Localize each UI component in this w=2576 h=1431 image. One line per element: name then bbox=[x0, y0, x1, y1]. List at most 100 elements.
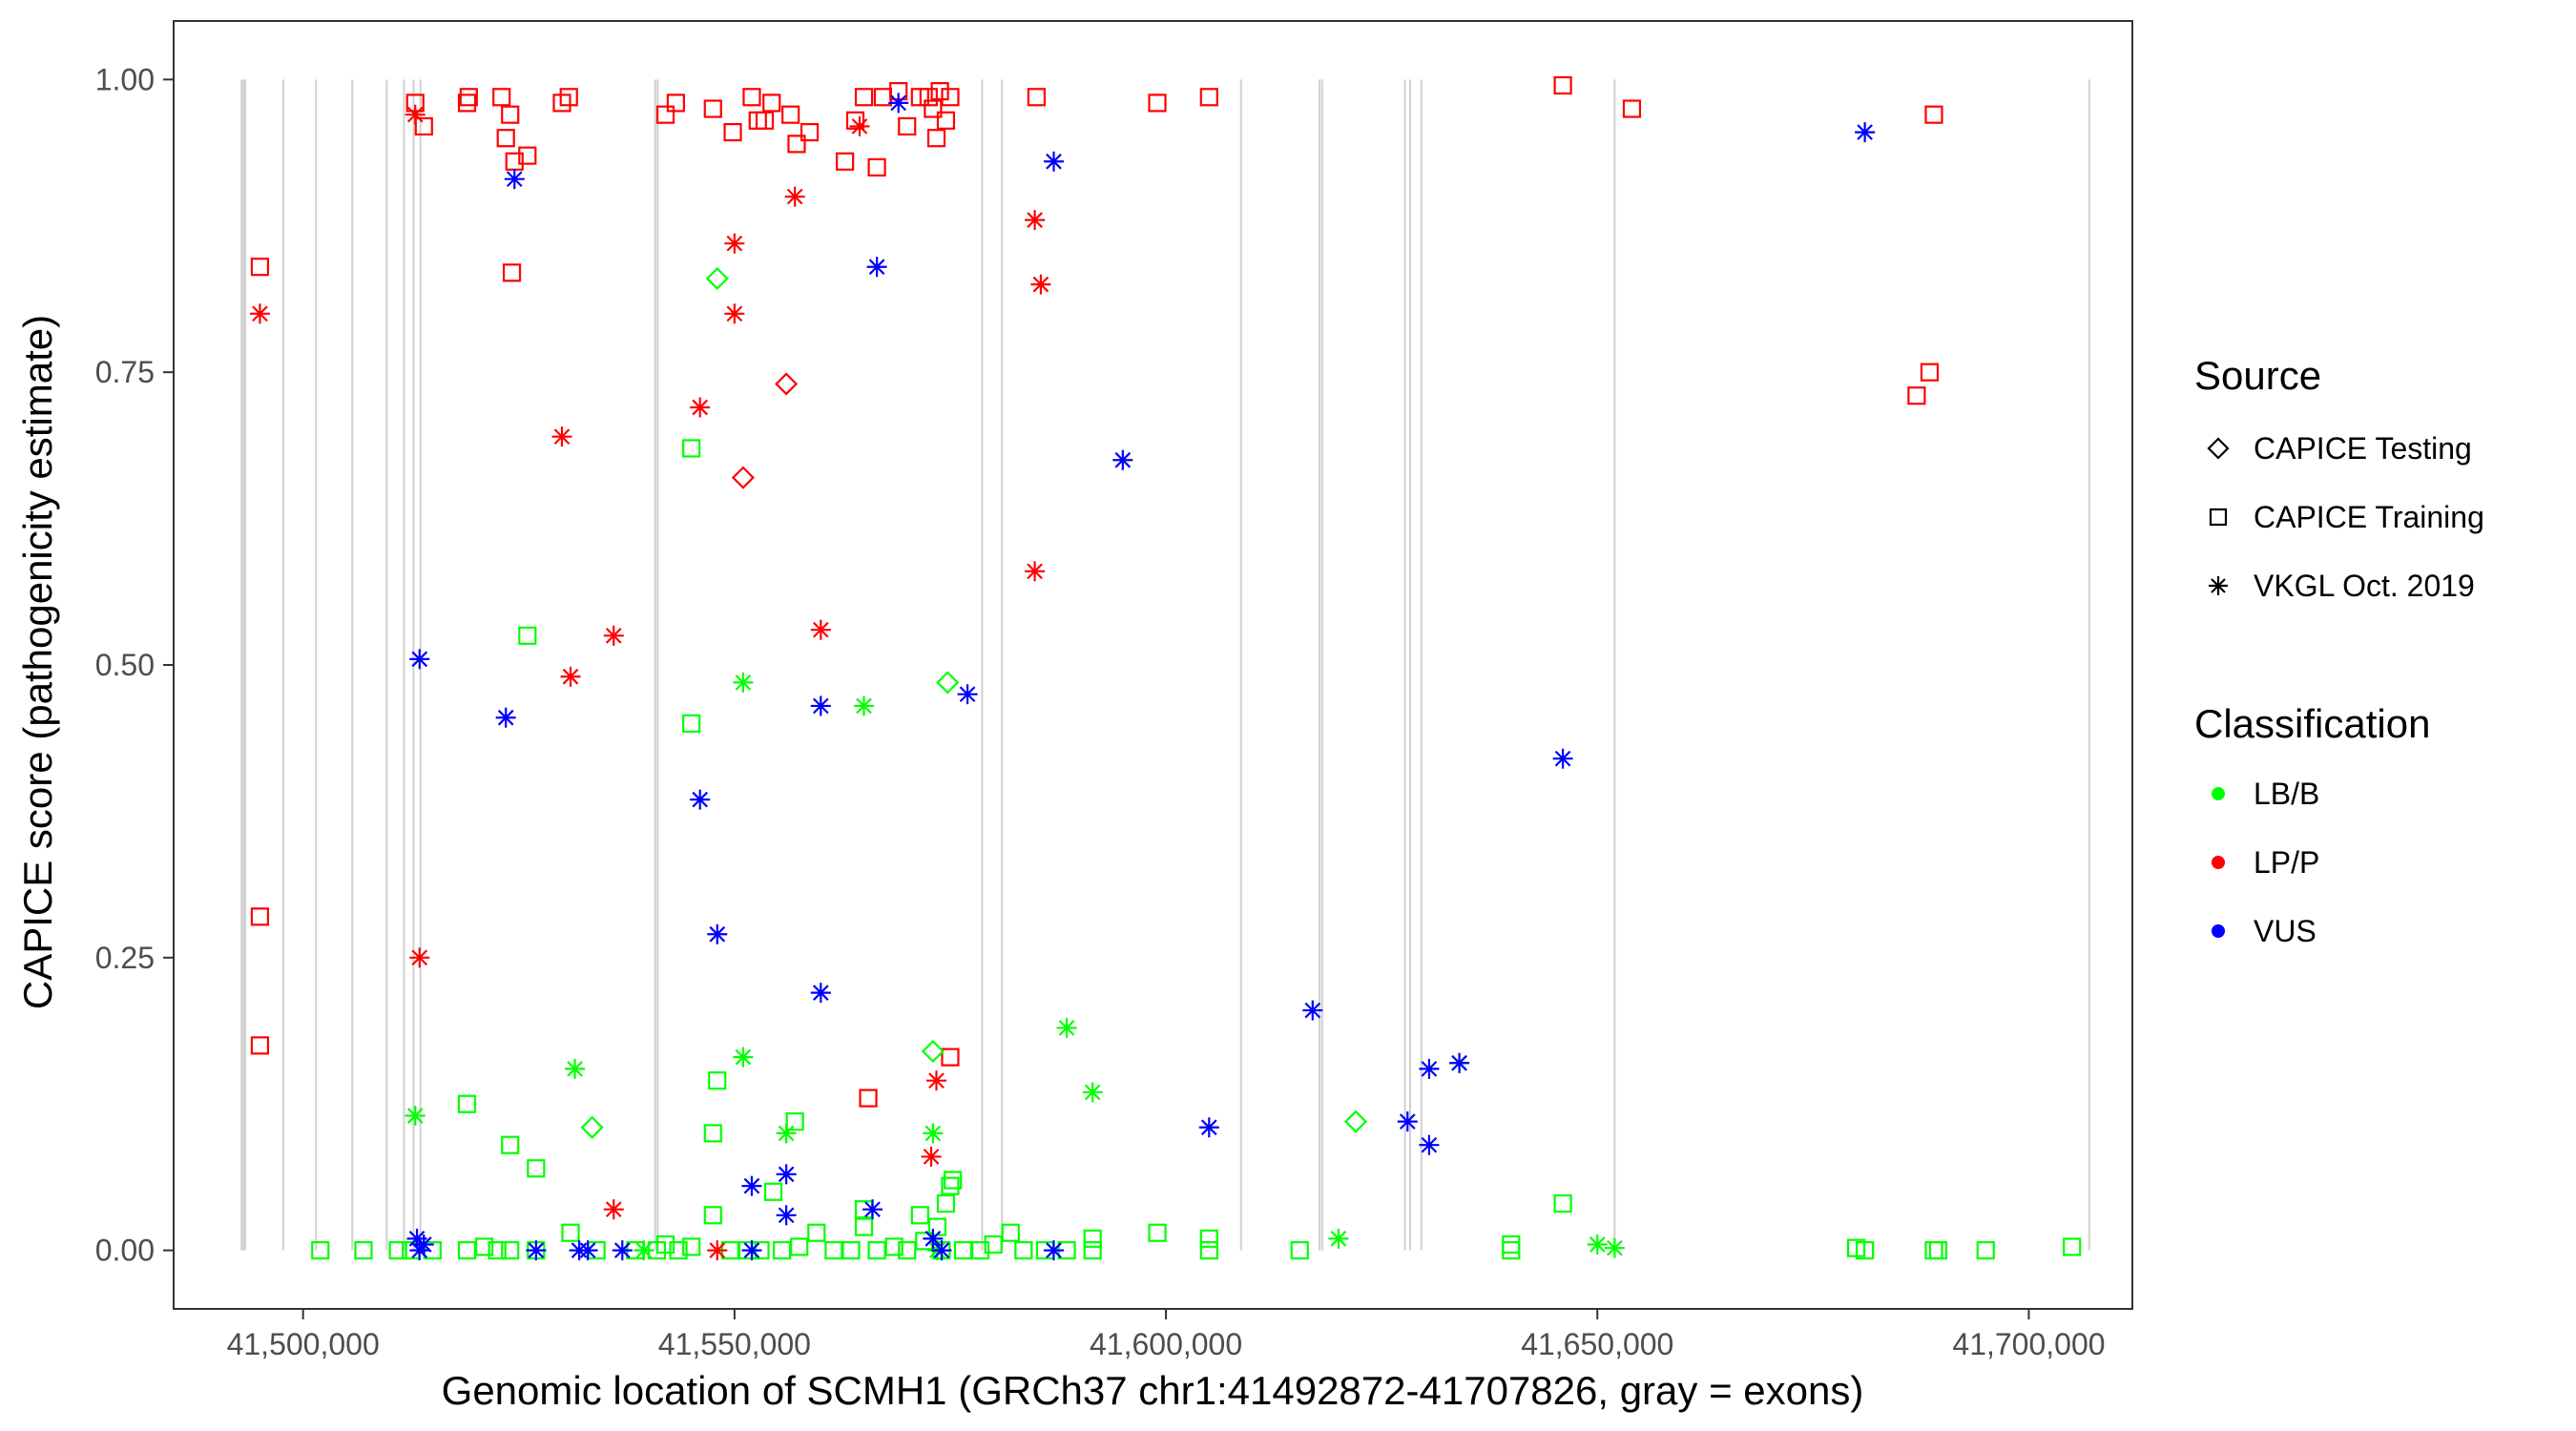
data-point bbox=[953, 1241, 973, 1260]
data-point bbox=[1587, 1234, 1608, 1255]
data-point bbox=[1419, 1058, 1440, 1079]
data-point bbox=[703, 1124, 722, 1143]
data-point bbox=[457, 1094, 477, 1113]
legend-label: VKGL Oct. 2019 bbox=[2254, 568, 2475, 603]
data-point bbox=[249, 303, 270, 324]
data-point bbox=[501, 1241, 520, 1260]
data-point bbox=[810, 619, 831, 640]
data-point bbox=[787, 135, 806, 154]
x-tick-label: 41,500,000 bbox=[227, 1327, 380, 1361]
data-point bbox=[888, 93, 909, 114]
data-point bbox=[495, 707, 516, 728]
data-point bbox=[1043, 1240, 1064, 1261]
y-tick-label: 0.50 bbox=[95, 648, 155, 682]
data-point bbox=[862, 1199, 883, 1220]
data-point bbox=[781, 105, 800, 124]
legend-label: CAPICE Testing bbox=[2254, 430, 2472, 466]
data-point bbox=[311, 1241, 330, 1260]
data-point bbox=[849, 115, 870, 136]
y-axis: 0.00 0.25 0.50 0.75 1.00 bbox=[95, 62, 174, 1268]
data-point bbox=[1083, 1241, 1102, 1260]
data-point bbox=[910, 1206, 929, 1225]
data-point bbox=[682, 714, 701, 733]
data-point bbox=[784, 186, 805, 207]
y-axis-label: CAPICE score (pathogenicity estimate) bbox=[15, 315, 60, 1009]
data-point bbox=[1027, 88, 1047, 107]
data-point bbox=[707, 1240, 728, 1261]
data-point bbox=[705, 266, 729, 291]
data-point bbox=[884, 1237, 904, 1256]
data-point bbox=[703, 99, 722, 118]
data-point bbox=[785, 1112, 804, 1131]
data-point bbox=[733, 672, 754, 693]
data-point bbox=[790, 1237, 809, 1256]
x-tick-label: 41,600,000 bbox=[1090, 1327, 1242, 1361]
data-point bbox=[866, 257, 887, 278]
data-point bbox=[1302, 1000, 1323, 1021]
data-point bbox=[250, 907, 270, 926]
data-point bbox=[2063, 1237, 2082, 1256]
data-point bbox=[941, 88, 960, 107]
y-tick-label: 0.00 bbox=[95, 1234, 155, 1268]
data-point bbox=[501, 105, 520, 124]
data-point bbox=[682, 439, 701, 458]
data-point bbox=[859, 1089, 878, 1108]
x-axis-label: Genomic location of SCMH1 (GRCh37 chr1:4… bbox=[442, 1368, 1864, 1413]
data-point bbox=[552, 93, 571, 113]
data-point bbox=[741, 1175, 762, 1196]
data-point bbox=[666, 93, 685, 113]
data-point bbox=[731, 466, 755, 489]
data-point bbox=[854, 1217, 874, 1236]
dot-icon bbox=[2194, 907, 2242, 955]
data-point bbox=[1199, 88, 1218, 107]
x-tick-label: 41,650,000 bbox=[1521, 1327, 1673, 1361]
data-point bbox=[921, 1146, 942, 1167]
data-point bbox=[707, 923, 728, 944]
data-point bbox=[1328, 1228, 1349, 1249]
data-point bbox=[748, 111, 767, 130]
legend-title-classification: Classification bbox=[2194, 701, 2431, 746]
x-tick-label: 41,700,000 bbox=[1952, 1327, 2105, 1361]
data-point bbox=[919, 88, 938, 107]
data-point bbox=[775, 372, 799, 396]
data-point bbox=[1924, 105, 1943, 124]
data-point bbox=[250, 1036, 270, 1055]
legend-item-lbb: LB/B bbox=[2194, 770, 2319, 818]
data-point bbox=[923, 1228, 944, 1249]
data-point bbox=[459, 88, 478, 107]
data-point bbox=[971, 1241, 990, 1260]
plot-panel-border bbox=[173, 20, 2133, 1310]
data-point bbox=[845, 111, 865, 130]
data-point bbox=[580, 1115, 604, 1139]
legend-label: CAPICE Training bbox=[2254, 499, 2484, 534]
x-tick-label: 41,550,000 bbox=[658, 1327, 811, 1361]
data-point bbox=[836, 152, 855, 171]
legend-title-source: Source bbox=[2194, 353, 2322, 398]
data-point bbox=[559, 88, 578, 107]
data-point bbox=[1199, 1229, 1218, 1248]
legend-label: LB/B bbox=[2254, 776, 2320, 811]
data-point bbox=[409, 1240, 430, 1261]
data-point bbox=[603, 625, 624, 646]
data-point bbox=[603, 1199, 624, 1220]
legend-label: LP/P bbox=[2254, 844, 2320, 880]
data-point bbox=[612, 1240, 633, 1261]
data-point bbox=[776, 1164, 797, 1185]
data-point bbox=[250, 258, 270, 277]
data-point bbox=[1001, 1223, 1020, 1242]
data-point bbox=[898, 116, 917, 136]
data-point bbox=[492, 88, 511, 107]
data-point bbox=[1030, 274, 1051, 295]
data-point bbox=[457, 1241, 477, 1260]
data-point bbox=[763, 1182, 783, 1201]
data-point bbox=[762, 93, 781, 113]
data-point bbox=[682, 1237, 701, 1256]
data-point bbox=[526, 1240, 547, 1261]
data-point bbox=[414, 116, 433, 136]
data-point bbox=[733, 1047, 754, 1068]
data-point bbox=[724, 233, 745, 254]
data-point bbox=[565, 1058, 586, 1079]
data-point bbox=[810, 983, 831, 1004]
data-point bbox=[504, 169, 525, 190]
data-point bbox=[936, 1193, 956, 1213]
